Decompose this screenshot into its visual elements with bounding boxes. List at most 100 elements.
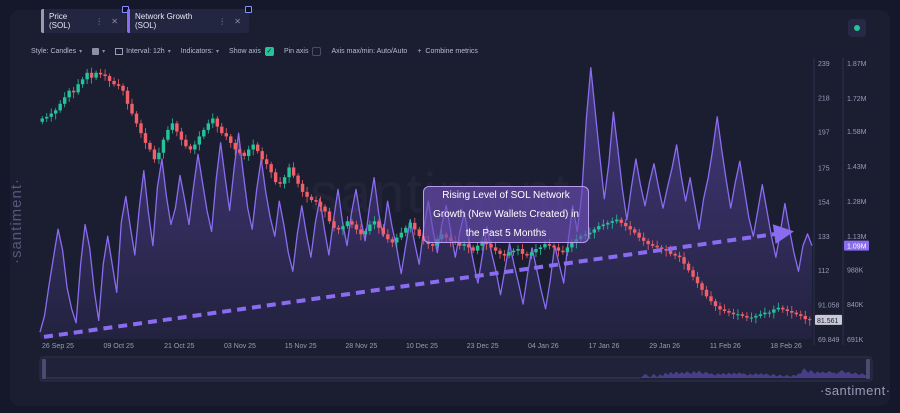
price-candle (359, 229, 363, 235)
price-candle (597, 226, 601, 230)
trend-dashed-line (43, 231, 777, 339)
price-candle (803, 315, 807, 320)
price-candle (700, 283, 704, 290)
price-candle (637, 232, 641, 238)
axis-minmax-select[interactable]: Axis max/min: Auto/Auto (331, 48, 407, 55)
price-candle (709, 296, 713, 302)
price-candle (197, 136, 202, 145)
price-candle (121, 85, 125, 91)
x-tick-label: 09 Oct 25 (103, 343, 133, 350)
checkbox-icon[interactable] (312, 46, 322, 56)
show-axis-toggle[interactable]: Show axis ✓ (229, 46, 274, 56)
growth-tick-label: 840K (847, 302, 864, 309)
tab-network-growth[interactable]: Network Growth (SOL) ⋮ ✕ (127, 6, 252, 33)
price-candle (516, 249, 520, 251)
x-tick-label: 21 Oct 25 (164, 343, 194, 350)
tab-growth-label: Network Growth (SOL) (135, 12, 193, 30)
x-tick-label: 11 Feb 26 (710, 343, 741, 350)
price-candle (727, 311, 731, 313)
price-candle (507, 252, 511, 256)
style-select[interactable]: Style: Candles ▾ (31, 48, 82, 55)
price-candle (413, 222, 417, 230)
x-tick-label: 18 Feb 26 (770, 343, 802, 350)
price-candle (606, 222, 610, 225)
price-candle (125, 90, 130, 104)
price-candle (713, 301, 718, 307)
price-candle (166, 129, 170, 140)
price-candle (767, 312, 772, 314)
price-candle (799, 314, 803, 316)
close-icon[interactable]: ✕ (111, 16, 118, 26)
growth-current-badge (844, 240, 869, 251)
price-candle (184, 139, 188, 147)
price-tick-label: 154 (818, 200, 830, 207)
price-candle (152, 149, 157, 160)
chevron-down-icon: ▾ (167, 48, 171, 55)
price-candle (350, 221, 354, 225)
indicators-label: Indicators: (180, 47, 214, 55)
price-candle (148, 142, 152, 150)
price-candle (314, 200, 318, 202)
price-candle (772, 309, 776, 313)
price-candle (489, 244, 493, 248)
combine-label: Combine metrics (425, 47, 478, 55)
chevron-down-icon: ▾ (102, 48, 106, 55)
price-candle (354, 224, 359, 230)
price-candle (399, 232, 404, 238)
x-tick-label: 04 Jan 26 (528, 343, 559, 350)
combine-metrics-button[interactable]: + Combine metrics (417, 48, 478, 55)
more-icon[interactable]: ⋮ (95, 16, 104, 26)
x-tick-label: 10 Dec 25 (406, 343, 438, 350)
price-candle (381, 227, 386, 235)
price-candle (318, 201, 323, 207)
price-candle (561, 250, 565, 253)
price-candle (291, 167, 296, 176)
price-candle (646, 240, 650, 245)
chart-toolbar: Style: Candles ▾ ▾ Interval: 12h ▾ Indic… (31, 45, 488, 57)
price-candle (749, 317, 754, 319)
price-candle (525, 253, 529, 256)
price-candle (745, 315, 749, 318)
price-candle (255, 144, 260, 152)
pin-axis-toggle[interactable]: Pin axis (283, 46, 322, 56)
chevron-down-icon: ▾ (79, 48, 83, 55)
plus-icon: + (417, 47, 422, 55)
price-candle (130, 103, 134, 114)
x-tick-label: 17 Jan 26 (589, 343, 620, 350)
close-icon[interactable]: ✕ (234, 16, 241, 26)
checkbox-checked-icon[interactable]: ✓ (264, 46, 274, 56)
price-tick-label: 175 (818, 165, 830, 172)
growth-tick-label: 1.13M (847, 234, 867, 241)
price-candle (116, 84, 121, 86)
price-candle (45, 116, 49, 119)
color-select[interactable]: ▾ (92, 47, 106, 55)
settings-flag-icon[interactable] (245, 6, 252, 13)
price-candle (323, 206, 327, 212)
more-icon[interactable]: ⋮ (218, 16, 227, 26)
pin-axis-label: Pin axis (283, 47, 309, 55)
price-candle (543, 244, 547, 248)
price-candle (211, 118, 215, 124)
price-candle (278, 182, 282, 184)
price-tick-label: 218 (818, 95, 830, 102)
price-candle (794, 312, 798, 315)
price-candle (309, 196, 314, 201)
indicators-select[interactable]: Indicators: ▾ (181, 48, 219, 55)
price-candle (628, 226, 632, 230)
price-candle (193, 144, 197, 150)
interval-select[interactable]: Interval: 12h ▾ (115, 47, 171, 55)
price-candle (668, 250, 673, 254)
price-candle (431, 244, 435, 246)
price-candle (80, 79, 85, 85)
price-candle (89, 72, 94, 78)
axis-minmax-label: Axis max/min: Auto/Auto (331, 47, 408, 55)
santiment-bottom-logo: ·santiment· (820, 383, 891, 398)
price-candle (408, 222, 412, 228)
price-candle (143, 133, 148, 143)
tab-price-sol[interactable]: Price (SOL) ⋮ ✕ (41, 6, 129, 33)
price-candle (175, 123, 179, 132)
price-candle (269, 164, 273, 173)
x-tick-label: 28 Nov 25 (345, 343, 377, 350)
status-dot-icon[interactable] (848, 19, 866, 37)
price-candle (498, 250, 502, 254)
